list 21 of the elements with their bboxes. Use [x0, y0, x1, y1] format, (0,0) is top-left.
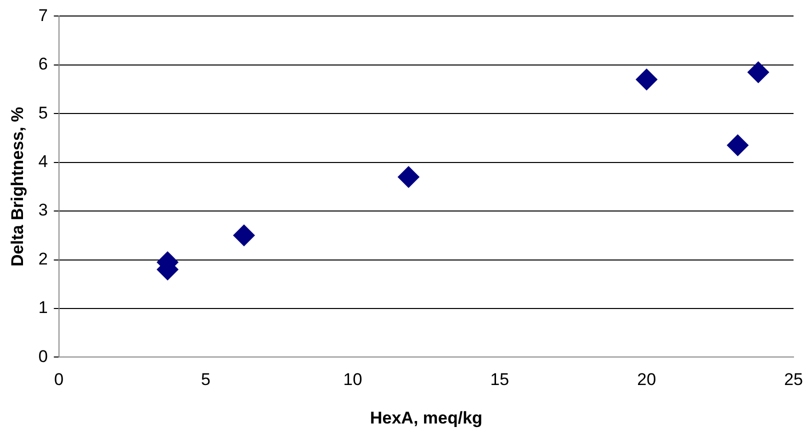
x-tick-label: 10 — [343, 370, 362, 390]
y-tick-label: 0 — [38, 346, 48, 366]
point — [636, 68, 658, 91]
point — [398, 166, 420, 188]
y-tick-label: 4 — [38, 152, 48, 172]
y-tick-label: 2 — [38, 249, 48, 268]
x-tick-label: 20 — [637, 370, 656, 390]
point — [232, 224, 255, 246]
x-tick-label: 25 — [784, 370, 804, 390]
y-axis-title: Delta Brightness, % — [8, 106, 27, 267]
y-tick-label: 5 — [38, 103, 48, 122]
x-axis-title: HexA, meq/kg — [370, 408, 482, 428]
x-tick-label: 5 — [201, 370, 211, 390]
y-tick-label: 3 — [38, 200, 48, 220]
x-tick-label: 15 — [490, 370, 510, 390]
point — [726, 134, 749, 156]
y-tick-label: 6 — [38, 54, 48, 74]
point — [747, 61, 770, 84]
x-tick-label: 0 — [54, 370, 64, 390]
y-tick-label: 1 — [38, 298, 48, 318]
y-tick-label: 7 — [38, 6, 48, 25]
